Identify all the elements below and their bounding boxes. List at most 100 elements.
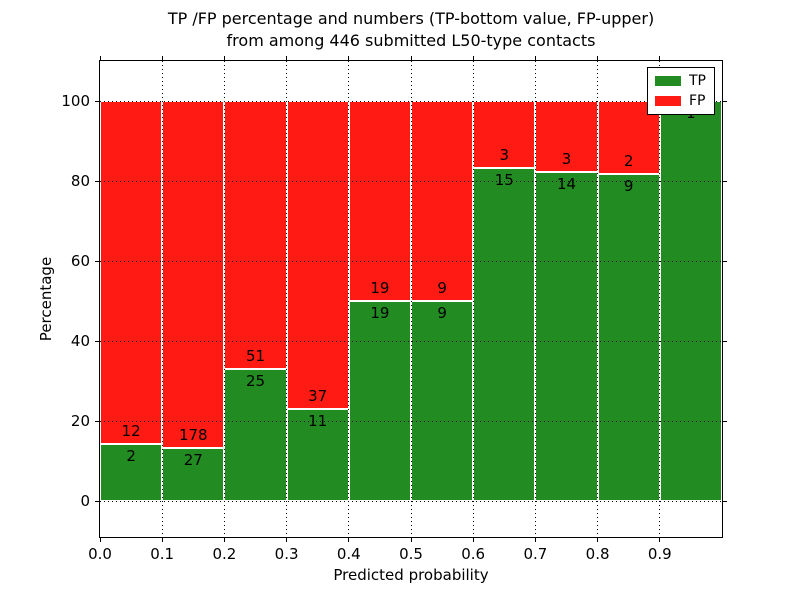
x-tick-mark — [472, 538, 474, 542]
x-tick-mark — [659, 538, 661, 542]
x-axis-label: Predicted probability — [333, 566, 489, 584]
fp-count-label: 51 — [245, 347, 266, 366]
y-tick-mark-right — [723, 100, 727, 102]
tp-count-label: 19 — [370, 304, 390, 322]
bar-tp-segment — [286, 409, 349, 501]
plot-area: 1221782751253711191999315314291 — [99, 60, 723, 538]
legend-box: TP FP — [647, 67, 715, 115]
y-tick-mark — [95, 420, 99, 422]
x-tick-label: 0.1 — [150, 545, 175, 563]
bar-tp-segment — [162, 448, 225, 501]
y-tick-mark-right — [723, 420, 727, 422]
fp-count-label: 37 — [308, 387, 328, 406]
bar-fp-segment — [473, 101, 536, 168]
bar-fp-segment — [100, 101, 163, 444]
y-tick-label: 40 — [70, 332, 90, 350]
legend-item: FP — [655, 93, 707, 109]
bar-tp-segment — [597, 173, 660, 501]
x-tick-mark-top — [597, 56, 599, 60]
bar-tp-segment — [224, 369, 287, 501]
tp-count-label: 9 — [437, 304, 447, 322]
x-tick-label: 0.0 — [88, 545, 112, 563]
y-tick-mark-right — [723, 340, 727, 342]
fp-count-label: 19 — [370, 279, 390, 297]
bar-fp-segment — [162, 101, 225, 449]
v-gridline — [472, 61, 474, 537]
v-gridline — [286, 61, 288, 537]
legend-label: FP — [689, 92, 706, 109]
fp-count-label: 3 — [561, 149, 572, 168]
fp-count-label: 2 — [623, 151, 634, 170]
v-gridline — [659, 61, 661, 537]
v-gridline — [597, 61, 599, 537]
x-tick-mark — [597, 538, 599, 542]
bar-fp-segment — [224, 101, 287, 370]
bar-tp-segment — [535, 171, 598, 501]
x-tick-label: 0.6 — [461, 545, 486, 563]
chart-title-line1: TP /FP percentage and numbers (TP-bottom… — [167, 9, 655, 28]
x-tick-mark-top — [534, 56, 536, 60]
x-tick-label: 0.7 — [523, 545, 548, 563]
x-tick-label: 0.4 — [336, 545, 361, 563]
y-tick-mark — [95, 100, 99, 102]
x-tick-label: 0.8 — [585, 545, 610, 563]
y-tick-mark — [95, 500, 99, 502]
y-tick-label: 20 — [70, 412, 90, 430]
tp-count-label: 27 — [183, 451, 203, 470]
tp-swatch-icon — [655, 76, 681, 87]
legend-item: TP — [655, 73, 707, 89]
x-tick-mark-top — [223, 56, 225, 60]
fp-swatch-icon — [655, 95, 681, 106]
y-tick-label: 0 — [80, 492, 90, 510]
bar-tp-segment — [411, 301, 474, 501]
y-tick-mark-right — [723, 500, 727, 502]
x-tick-label: 0.5 — [399, 545, 423, 563]
fp-count-label: 178 — [178, 426, 208, 445]
tp-count-label: 11 — [308, 412, 328, 431]
y-tick-mark-right — [723, 180, 727, 182]
x-tick-mark — [534, 538, 536, 542]
v-gridline — [410, 61, 412, 537]
x-tick-label: 0.2 — [212, 545, 237, 563]
y-tick-mark — [95, 340, 99, 342]
tp-count-label: 9 — [623, 176, 634, 195]
y-tick-label: 80 — [70, 172, 90, 190]
fp-count-label: 12 — [121, 421, 141, 440]
bar-tp-segment — [348, 301, 411, 501]
x-tick-label: 0.3 — [274, 545, 299, 563]
x-tick-label: 0.9 — [647, 545, 672, 563]
v-gridline — [161, 61, 163, 537]
bar-fp-segment — [411, 101, 474, 301]
fp-count-label: 9 — [437, 279, 447, 297]
y-tick-mark — [95, 180, 99, 182]
x-tick-mark — [161, 538, 163, 542]
chart-title-line2: from among 446 submitted L50-type contac… — [226, 31, 596, 50]
x-tick-mark — [410, 538, 412, 542]
x-tick-mark-top — [410, 56, 412, 60]
y-tick-label: 60 — [70, 252, 90, 270]
x-tick-mark — [223, 538, 225, 542]
x-tick-mark-top — [161, 56, 163, 60]
x-tick-mark-top — [286, 56, 288, 60]
x-tick-mark-top — [99, 56, 101, 60]
y-tick-mark-right — [723, 260, 727, 262]
fp-count-label: 3 — [499, 145, 510, 164]
x-tick-mark-top — [659, 56, 661, 60]
y-tick-mark — [95, 260, 99, 262]
x-tick-mark — [348, 538, 350, 542]
bar-fp-segment — [286, 101, 349, 410]
v-gridline — [223, 61, 225, 537]
legend-label: TP — [689, 73, 706, 90]
x-tick-mark — [99, 538, 101, 542]
tp-count-label: 15 — [494, 170, 514, 189]
v-gridline — [534, 61, 536, 537]
tp-count-label: 14 — [556, 174, 577, 193]
tp-count-label: 2 — [126, 446, 136, 465]
bar-tp-segment — [659, 101, 722, 501]
v-gridline — [348, 61, 350, 537]
bar-tp-segment — [473, 167, 536, 501]
tp-count-label: 25 — [245, 372, 266, 391]
x-tick-mark-top — [472, 56, 474, 60]
x-tick-mark — [286, 538, 288, 542]
